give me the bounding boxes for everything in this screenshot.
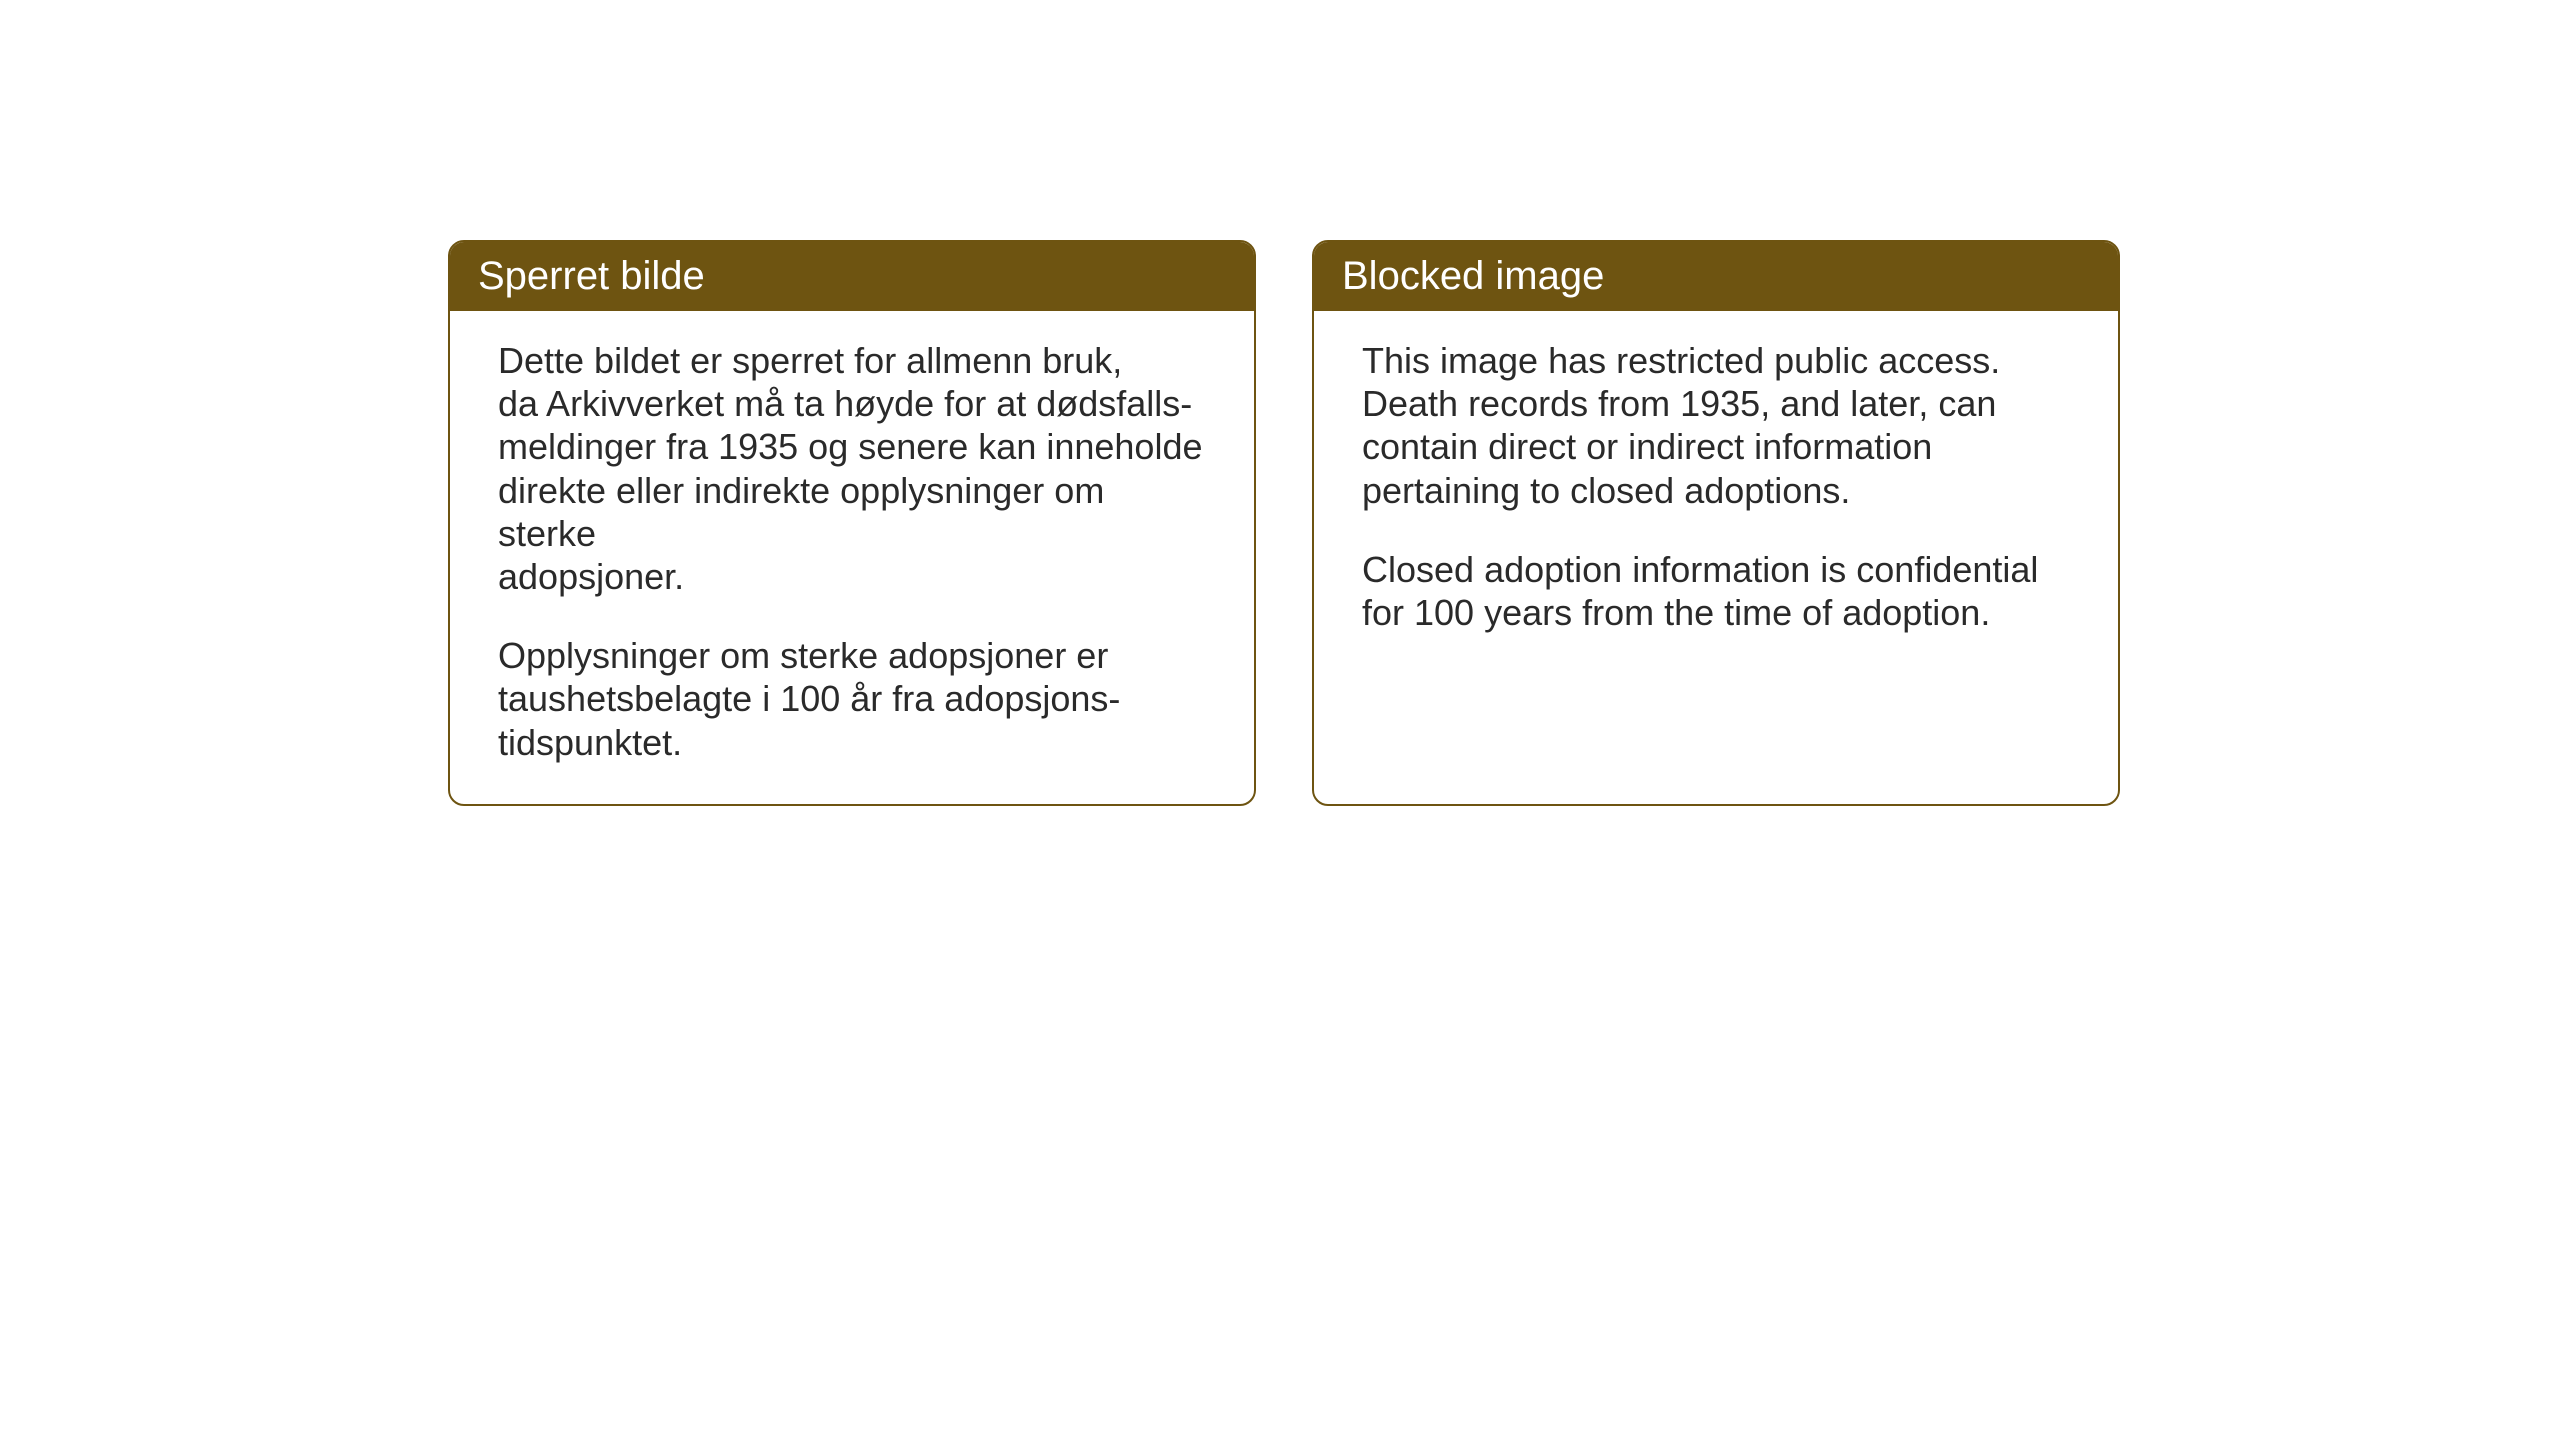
panel-title-english: Blocked image — [1342, 254, 1604, 298]
panel-body-norwegian: Dette bildet er sperret for allmenn bruk… — [450, 311, 1254, 804]
panel-paragraph-norwegian-2: Opplysninger om sterke adopsjoner er tau… — [498, 634, 1206, 764]
panel-paragraph-english-2: Closed adoption information is confident… — [1362, 548, 2070, 634]
panel-header-english: Blocked image — [1314, 242, 2118, 311]
panel-english: Blocked image This image has restricted … — [1312, 240, 2120, 806]
panel-header-norwegian: Sperret bilde — [450, 242, 1254, 311]
panel-paragraph-norwegian-1: Dette bildet er sperret for allmenn bruk… — [498, 339, 1206, 598]
panel-title-norwegian: Sperret bilde — [478, 254, 705, 298]
panel-norwegian: Sperret bilde Dette bildet er sperret fo… — [448, 240, 1256, 806]
panel-body-english: This image has restricted public access.… — [1314, 311, 2118, 771]
panel-paragraph-english-1: This image has restricted public access.… — [1362, 339, 2070, 512]
panel-container: Sperret bilde Dette bildet er sperret fo… — [448, 240, 2120, 806]
